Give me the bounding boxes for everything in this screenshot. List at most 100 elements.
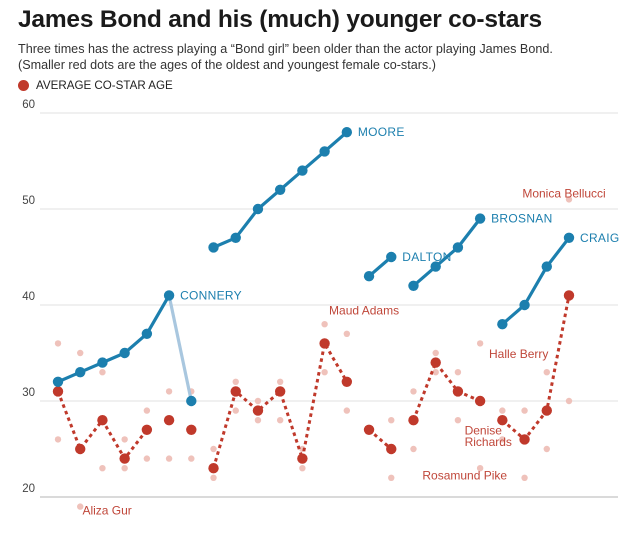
average-age-dot bbox=[319, 338, 330, 349]
costar-youngest-dot bbox=[476, 465, 484, 472]
average-age-dot bbox=[363, 424, 375, 435]
costar-youngest-dot bbox=[210, 474, 217, 481]
legend-label: AVERAGE CO-STAR AGE bbox=[36, 79, 173, 92]
y-tick-label: 30 bbox=[22, 387, 35, 399]
average-age-dot bbox=[230, 386, 241, 397]
average-age-dot bbox=[75, 443, 86, 455]
average-age-dot bbox=[386, 443, 397, 455]
costar-oldest-dot bbox=[476, 340, 484, 347]
costar-youngest-dot bbox=[254, 417, 262, 424]
actor-label-craig: CRAIG bbox=[580, 231, 620, 245]
actor-label-moore: MOORE bbox=[358, 125, 405, 139]
chart-labels: CONNERY MOORE DALTON BROSNAN CRAIG Aliza Gur M… bbox=[82, 125, 619, 517]
costar-youngest-dot bbox=[521, 474, 528, 481]
costar-annotation: Monica Bellucci bbox=[522, 186, 605, 200]
average-age-dot bbox=[430, 357, 441, 368]
costar-oldest-dot bbox=[521, 407, 528, 414]
actor-age-dot bbox=[75, 367, 86, 378]
costar-youngest-dot bbox=[276, 417, 284, 424]
actor-age-dot bbox=[563, 232, 575, 243]
average-age-dot bbox=[186, 424, 197, 435]
costar-youngest-dot bbox=[343, 407, 351, 414]
average-age-dot bbox=[163, 415, 175, 426]
costar-oldest-dot bbox=[121, 436, 128, 443]
average-age-dot bbox=[141, 424, 153, 435]
actor-age-dot bbox=[319, 146, 330, 157]
costar-youngest-dot bbox=[121, 465, 128, 472]
actor-age-dot bbox=[119, 347, 130, 359]
average-age-dot bbox=[119, 453, 130, 464]
costar-oldest-dot bbox=[254, 397, 262, 405]
costar-youngest-dot bbox=[432, 369, 439, 376]
costar-oldest-dot bbox=[77, 349, 84, 357]
chart-title: James Bond and his (much) younger co-sta… bbox=[18, 6, 542, 33]
costar-annotation: Aliza Gur bbox=[82, 503, 131, 517]
average-age-line bbox=[412, 361, 481, 421]
costar-oldest-dot bbox=[321, 321, 328, 328]
gridlines: 20 30 40 50 60 bbox=[22, 99, 618, 498]
legend-average-dot bbox=[18, 80, 29, 91]
costar-youngest-dot bbox=[54, 436, 62, 443]
chart-subtitle: Three times has the actress playing a “B… bbox=[18, 41, 553, 73]
actor-label-brosnan: BROSNAN bbox=[491, 212, 552, 226]
actor-age-dot bbox=[297, 165, 308, 176]
costar-oldest-dot bbox=[143, 407, 151, 414]
actor-age-dot bbox=[430, 261, 441, 272]
costar-youngest-dot bbox=[232, 407, 239, 414]
legend: AVERAGE CO-STAR AGE bbox=[18, 79, 173, 92]
average-age-dot bbox=[341, 376, 353, 387]
costar-oldest-dot bbox=[99, 369, 106, 376]
costar-oldest-dot bbox=[454, 369, 462, 376]
costar-youngest-dot bbox=[165, 455, 173, 462]
actor-age-dots bbox=[52, 127, 575, 407]
actor-age-dot bbox=[274, 184, 286, 195]
costar-youngest-dot bbox=[188, 455, 195, 462]
costar-youngest-dot bbox=[299, 465, 306, 472]
actor-age-dot bbox=[141, 328, 153, 339]
actor-age-dot bbox=[519, 299, 530, 311]
average-age-dot bbox=[208, 463, 219, 474]
actor-age-dot bbox=[163, 290, 175, 301]
costar-oldest-dot bbox=[165, 388, 173, 395]
average-age-dot bbox=[497, 415, 508, 426]
costar-oldest-dot bbox=[543, 369, 550, 376]
costar-youngest-dot bbox=[99, 465, 106, 472]
costar-oldest-dot bbox=[343, 330, 351, 337]
costar-annotation: Richards bbox=[465, 435, 512, 449]
costar-oldest-dot bbox=[276, 378, 284, 385]
costar-youngest-dot bbox=[454, 417, 462, 424]
average-age-dot bbox=[408, 415, 419, 426]
costar-oldest-dot bbox=[210, 445, 217, 453]
costar-annotation: Maud Adams bbox=[329, 304, 399, 318]
actor-age-dot bbox=[230, 232, 241, 243]
average-age-dot bbox=[252, 405, 264, 416]
costar-oldest-dot bbox=[432, 349, 439, 357]
costar-oldest-dot bbox=[410, 388, 417, 395]
average-age-dot bbox=[519, 434, 530, 445]
average-age-dot bbox=[541, 405, 552, 416]
average-age-dot bbox=[274, 386, 286, 397]
actor-age-dot bbox=[452, 242, 464, 253]
average-age-dot bbox=[297, 453, 308, 464]
actor-age-dot bbox=[97, 357, 108, 368]
average-age-dot bbox=[452, 386, 464, 397]
actor-age-dot bbox=[341, 127, 353, 138]
costar-oldest-dot bbox=[232, 378, 239, 385]
costar-range-dots bbox=[54, 196, 573, 510]
y-tick-label: 20 bbox=[22, 483, 35, 495]
costar-annotation: Rosamund Pike bbox=[422, 469, 507, 483]
costar-youngest-dot bbox=[410, 445, 417, 453]
y-tick-label: 50 bbox=[22, 195, 35, 207]
costar-oldest-dot bbox=[388, 417, 395, 424]
costar-youngest-dot bbox=[321, 369, 328, 376]
actor-age-dot bbox=[363, 271, 375, 282]
actor-label-dalton: DALTON bbox=[402, 250, 451, 264]
actor-age-dot bbox=[497, 319, 508, 330]
costar-youngest-dot bbox=[388, 474, 395, 481]
actor-age-line-craig bbox=[500, 236, 571, 326]
costar-annotation: Halle Berry bbox=[489, 347, 548, 361]
actor-age-dot bbox=[252, 203, 264, 215]
costar-oldest-dot bbox=[54, 340, 62, 347]
costar-youngest-dot bbox=[143, 455, 151, 462]
costar-youngest-dot bbox=[77, 503, 84, 510]
